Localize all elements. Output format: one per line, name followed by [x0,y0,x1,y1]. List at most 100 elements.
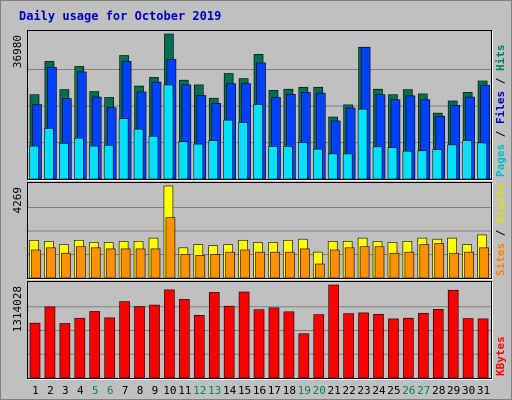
ymax-label-hits: 36980 [11,35,24,68]
bar-sites-day-31 [479,247,489,279]
bar-sites-day-10 [165,217,176,279]
bar-sites-day-18 [285,251,295,279]
x-axis-labels: 1 2 3 4 5 6 7 8 9 10 11 12 13 14 15 16 17 18 19 20 21 22 23 24 2… [32,384,490,397]
x-tick-label: 20 [313,384,326,397]
legend-entry: Files [494,91,507,124]
bar-sites-day-1 [31,249,41,279]
bar-kbytes-day-9 [149,304,160,379]
bar-sites-day-7 [120,248,131,279]
bar-kbytes-day-23 [358,312,369,379]
bar-pages-day-29 [447,144,457,180]
bar-pages-day-4 [74,137,84,180]
x-tick-label: 23 [357,384,370,397]
x-tick-label: 8 [137,384,144,397]
x-tick-label: 2 [47,384,54,397]
bar-sites-day-4 [76,246,86,279]
bar-sites-day-8 [135,248,146,279]
bar-pages-day-25 [387,147,398,180]
x-tick-label: 14 [223,384,237,397]
bar-sites-day-26 [404,251,415,279]
bar-sites-day-28 [434,243,445,279]
legend-entry: Hits [494,45,507,72]
bar-kbytes-day-16 [253,309,265,379]
bar-sites-day-15 [240,249,250,279]
bar-pages-day-14 [223,119,233,180]
bar-kbytes-day-13 [208,292,220,379]
bar-sites-day-21 [329,249,340,279]
x-tick-label: 19 [298,384,311,397]
bar-pages-day-24 [372,146,383,180]
x-tick-label: 26 [402,384,415,397]
bar-pages-day-18 [283,146,293,180]
legend-entry: Visits [494,183,507,223]
bar-pages-day-5 [88,145,99,180]
bar-sites-day-5 [90,247,101,279]
bar-sites-day-27 [419,244,430,279]
x-tick-label: 17 [268,384,281,397]
bar-kbytes-day-10 [164,289,175,379]
bar-sites-day-12 [195,255,206,279]
bar-kbytes-day-17 [268,307,280,379]
x-tick-label: 6 [107,384,114,397]
x-tick-label: 21 [328,384,341,397]
bar-sites-day-9 [150,248,161,279]
panel-visits: 4269 Sites / Visits [11,182,507,280]
bar-kbytes-day-15 [238,291,250,379]
legend-entry: Sites [494,243,507,276]
bar-pages-day-15 [238,122,248,180]
bar-pages-day-7 [118,118,129,180]
bar-pages-day-11 [178,141,189,180]
bar-kbytes-day-31 [477,318,489,379]
legend-entry: / [494,223,507,243]
legend-entry: / [494,124,507,144]
bar-kbytes-day-12 [193,315,205,379]
x-tick-label: 1 [32,384,39,397]
bar-pages-day-13 [208,140,219,180]
bar-pages-day-10 [163,84,174,180]
bar-kbytes-day-24 [373,314,384,379]
ymax-label-visits: 4269 [11,187,24,214]
x-tick-label: 30 [462,384,475,397]
bar-kbytes-day-11 [179,299,190,379]
bar-kbytes-day-3 [59,323,71,379]
bar-kbytes-day-29 [447,289,459,379]
legend-hits: Pages / Files / Hits [494,45,507,178]
x-tick-label: 4 [77,384,84,397]
bar-sites-day-23 [359,246,370,279]
bar-sites-day-11 [180,253,191,279]
bar-kbytes-day-25 [388,318,399,379]
bar-kbytes-day-6 [104,317,115,379]
x-tick-label: 7 [122,384,129,397]
bar-sites-day-13 [210,253,221,279]
bar-kbytes-day-1 [29,322,41,379]
x-tick-label: 10 [163,384,176,397]
bar-sites-day-3 [61,252,71,279]
bar-sites-day-14 [225,251,235,279]
bar-sites-day-17 [270,251,280,279]
bar-kbytes-day-22 [343,313,354,379]
bar-kbytes-day-14 [223,305,235,379]
bar-kbytes-day-30 [462,318,474,379]
bar-pages-day-3 [59,143,69,180]
bar-sites-day-25 [389,252,400,279]
bar-sites-day-20 [314,263,325,279]
bar-pages-day-31 [477,142,487,180]
x-tick-label: 28 [432,384,445,397]
bar-pages-day-12 [193,143,204,180]
bar-pages-day-30 [462,140,472,180]
bar-kbytes-day-18 [283,311,295,379]
bar-sites-day-30 [464,251,474,279]
bar-pages-day-26 [402,150,413,180]
bar-kbytes-day-20 [313,314,325,379]
bar-kbytes-day-28 [432,309,444,379]
bar-pages-day-28 [432,149,443,180]
chart-panels: 36980 Pages / Files / Hits 4269 Sites / Vis… [11,30,507,380]
bar-sites-day-6 [105,248,116,279]
x-tick-label: 13 [208,384,221,397]
bar-pages-day-22 [342,153,353,180]
bar-pages-day-21 [327,153,338,180]
bar-pages-day-23 [357,108,368,180]
bar-pages-day-9 [148,135,159,180]
x-tick-label: 25 [387,384,400,397]
legend-entry: KBytes [494,336,507,376]
